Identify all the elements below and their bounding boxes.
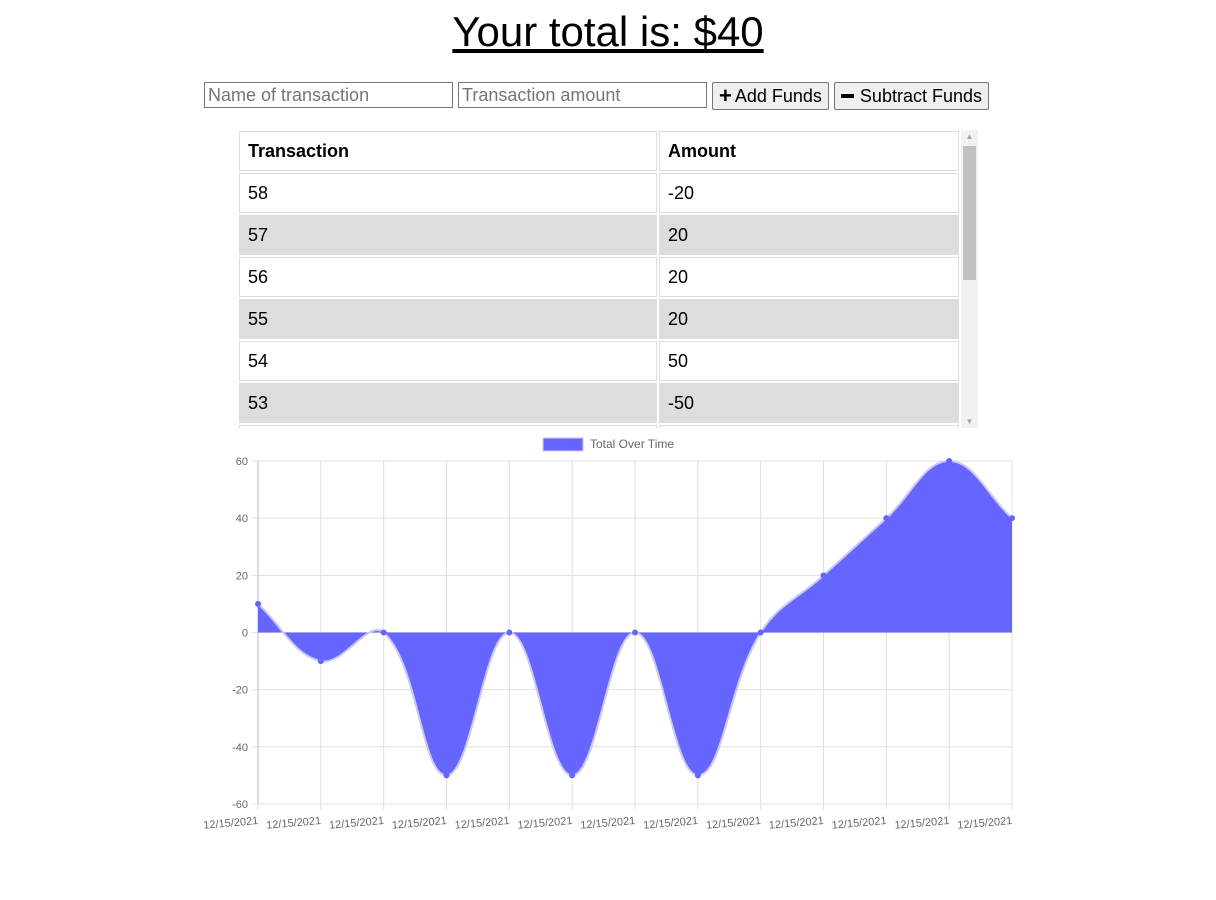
legend-label[interactable]: Total Over Time bbox=[590, 437, 674, 451]
data-point[interactable] bbox=[569, 772, 576, 779]
y-tick-label: 20 bbox=[236, 570, 248, 582]
header-amount: Amount bbox=[659, 131, 959, 171]
x-tick-label: 12/15/2021 bbox=[580, 815, 636, 832]
plus-icon: + bbox=[719, 83, 732, 108]
transactions-table: Transaction Amount 58 -20 57 20 56 20 55 20 54 50… bbox=[238, 130, 961, 428]
y-tick-label: -20 bbox=[232, 685, 248, 697]
y-tick-label: 40 bbox=[236, 513, 248, 525]
x-tick-label: 12/15/2021 bbox=[894, 815, 950, 832]
table-row: 54 50 bbox=[239, 341, 959, 381]
data-point[interactable] bbox=[317, 658, 324, 665]
header-transaction: Transaction bbox=[239, 131, 657, 171]
transactions-table-container: Transaction Amount 58 -20 57 20 56 20 55 20 54 50… bbox=[238, 130, 978, 428]
scroll-up-icon[interactable]: ▲ bbox=[965, 132, 974, 141]
transaction-amount-input[interactable] bbox=[458, 82, 707, 108]
amount-cell: -20 bbox=[659, 173, 959, 213]
y-tick-label: 0 bbox=[242, 628, 248, 640]
scrollbar-thumb[interactable] bbox=[963, 146, 976, 280]
table-row: 57 20 bbox=[239, 215, 959, 255]
transaction-cell: 54 bbox=[239, 341, 657, 381]
transaction-cell: 52 bbox=[239, 425, 657, 428]
table-row: 56 20 bbox=[239, 257, 959, 297]
x-tick-label: 12/15/2021 bbox=[957, 815, 1013, 832]
minus-icon bbox=[840, 94, 854, 98]
x-tick-label: 12/15/2021 bbox=[391, 815, 447, 832]
amount-cell: 20 bbox=[659, 299, 959, 339]
table-row: 55 20 bbox=[239, 299, 959, 339]
amount-cell: 50 bbox=[659, 341, 959, 381]
add-funds-button[interactable]: + Add Funds bbox=[712, 82, 829, 110]
data-point[interactable] bbox=[443, 772, 450, 779]
x-tick-label: 12/15/2021 bbox=[454, 815, 510, 832]
legend-swatch[interactable] bbox=[542, 437, 584, 452]
data-point[interactable] bbox=[1009, 515, 1015, 522]
data-point[interactable] bbox=[820, 572, 827, 579]
table-scrollbar[interactable]: ▲ ▼ bbox=[961, 130, 978, 428]
x-tick-label: 12/15/2021 bbox=[643, 815, 699, 832]
data-point[interactable] bbox=[632, 629, 638, 636]
x-tick-label: 12/15/2021 bbox=[706, 815, 762, 832]
total-heading: Your total is: $40 bbox=[452, 8, 764, 55]
amount-cell: 20 bbox=[659, 215, 959, 255]
area-fill bbox=[258, 461, 1012, 776]
x-tick-label: 12/15/2021 bbox=[831, 815, 887, 832]
y-tick-label: -60 bbox=[232, 799, 248, 811]
table-row: 5250 bbox=[239, 425, 959, 428]
transaction-cell: 57 bbox=[239, 215, 657, 255]
transaction-cell: 56 bbox=[239, 257, 657, 297]
x-tick-label: 12/15/2021 bbox=[517, 815, 573, 832]
data-point[interactable] bbox=[694, 772, 701, 779]
transaction-cell: 53 bbox=[239, 383, 657, 423]
x-tick-label: 12/15/2021 bbox=[203, 815, 259, 832]
transaction-form: +Add Funds Subtract Funds bbox=[204, 82, 989, 110]
x-tick-label: 12/15/2021 bbox=[329, 815, 385, 832]
subtract-funds-button[interactable]: Subtract Funds bbox=[833, 82, 989, 110]
data-point[interactable] bbox=[506, 629, 513, 636]
series-line bbox=[257, 459, 1013, 777]
transaction-cell: 58 bbox=[239, 173, 657, 213]
amount-cell: 20 bbox=[659, 257, 959, 297]
table-row: 58 -20 bbox=[239, 173, 959, 213]
amount-cell: 50 bbox=[659, 425, 959, 428]
data-point[interactable] bbox=[255, 600, 261, 607]
scroll-down-icon[interactable]: ▼ bbox=[965, 417, 974, 426]
transaction-cell: 55 bbox=[239, 299, 657, 339]
y-tick-label: -40 bbox=[232, 742, 248, 754]
y-tick-label: 60 bbox=[236, 456, 248, 468]
amount-cell: -50 bbox=[659, 383, 959, 423]
x-tick-label: 12/15/2021 bbox=[266, 815, 322, 832]
data-point[interactable] bbox=[883, 515, 890, 522]
x-tick-label: 12/15/2021 bbox=[768, 815, 824, 832]
table-row: 53 -50 bbox=[239, 383, 959, 423]
data-point[interactable] bbox=[380, 629, 387, 636]
data-point[interactable] bbox=[946, 458, 953, 464]
data-point[interactable] bbox=[757, 629, 764, 636]
transaction-name-input[interactable] bbox=[204, 82, 453, 108]
